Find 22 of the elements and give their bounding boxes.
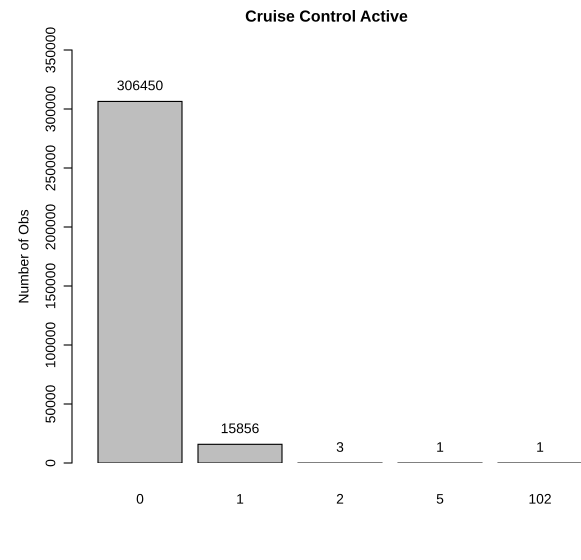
- bar: [97, 100, 183, 463]
- x-tick-label: 2: [336, 494, 344, 504]
- data-label: 306450: [117, 80, 163, 90]
- data-label: 1: [537, 442, 544, 452]
- y-tick-label: 200000: [46, 204, 56, 250]
- y-axis-title: Number of Obs: [18, 210, 29, 302]
- data-label: 3: [336, 442, 344, 452]
- chart-title: Cruise Control Active: [246, 10, 408, 22]
- x-tick-label: 102: [529, 494, 551, 504]
- bar: [197, 444, 283, 463]
- y-tick-label: 50000: [46, 385, 56, 423]
- data-label: 15856: [222, 423, 259, 434]
- x-tick-label: 5: [436, 494, 444, 504]
- x-tick-label: 1: [237, 494, 244, 504]
- x-tick-label: 0: [136, 494, 144, 504]
- y-tick-label: 250000: [46, 145, 56, 190]
- y-tick-label: 300000: [46, 86, 56, 132]
- y-tick-label: 350000: [46, 27, 56, 73]
- data-label: 1: [437, 442, 444, 452]
- y-tick-label: 100000: [46, 322, 56, 368]
- y-tick-label: 0: [46, 460, 56, 466]
- y-tick-label: 150000: [46, 263, 56, 308]
